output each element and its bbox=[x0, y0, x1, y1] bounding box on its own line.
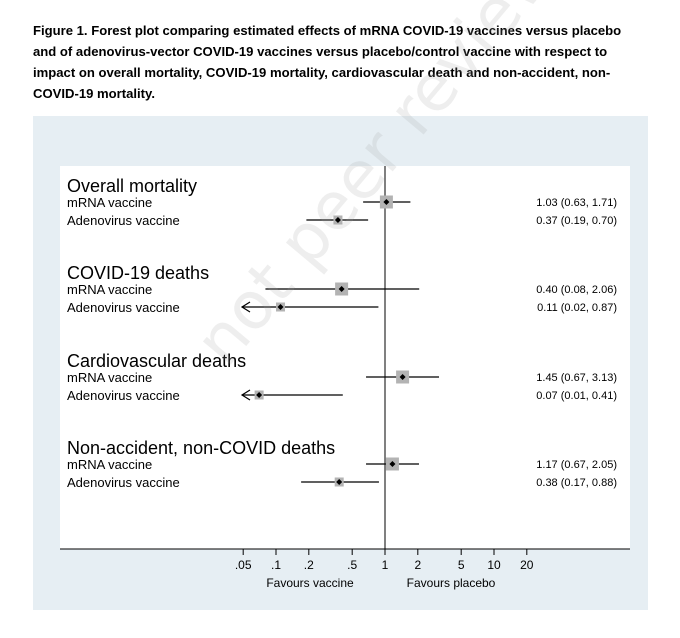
x-tick-label: 20 bbox=[520, 558, 534, 572]
plot-area bbox=[60, 166, 630, 549]
x-tick-label: .2 bbox=[304, 558, 314, 572]
estimate-point bbox=[334, 217, 341, 223]
row-label: Adenovirus vaccine bbox=[67, 388, 180, 403]
group-title: Cardiovascular deaths bbox=[67, 351, 246, 371]
row-label: Adenovirus vaccine bbox=[67, 300, 180, 315]
x-tick-label: 2 bbox=[414, 558, 421, 572]
ci-arrow bbox=[240, 301, 251, 313]
row-label: mRNA vaccine bbox=[67, 457, 152, 472]
x-tick-label: .5 bbox=[347, 558, 357, 572]
x-tick-label: 1 bbox=[382, 558, 389, 572]
estimate-point bbox=[277, 304, 284, 310]
x-tick-label: .05 bbox=[235, 558, 252, 572]
estimate-point bbox=[389, 461, 396, 467]
x-tick-label: 5 bbox=[458, 558, 465, 572]
x-label-favours-placebo: Favours placebo bbox=[407, 576, 496, 590]
ci-arrow bbox=[240, 389, 251, 401]
estimate-text: 1.45 (0.67, 3.13) bbox=[536, 372, 617, 384]
group-title: Non-accident, non-COVID deaths bbox=[67, 438, 335, 458]
estimate-text: 0.11 (0.02, 0.87) bbox=[537, 302, 617, 314]
group-title: COVID-19 deaths bbox=[67, 263, 209, 283]
estimate-point bbox=[338, 286, 345, 292]
row-label: Adenovirus vaccine bbox=[67, 475, 180, 490]
estimate-text: 1.17 (0.67, 2.05) bbox=[536, 459, 617, 471]
estimate-text: 0.38 (0.17, 0.88) bbox=[536, 477, 617, 489]
estimate-text: 0.37 (0.19, 0.70) bbox=[536, 215, 617, 227]
row-label: mRNA vaccine bbox=[67, 195, 152, 210]
estimate-text: 0.40 (0.08, 2.06) bbox=[536, 284, 617, 296]
estimate-point bbox=[256, 392, 263, 398]
x-label-favours-vaccine: Favours vaccine bbox=[266, 576, 354, 590]
estimate-point bbox=[383, 199, 390, 205]
x-tick-label: 10 bbox=[487, 558, 501, 572]
estimate-point bbox=[336, 479, 343, 485]
estimate-text: 1.03 (0.63, 1.71) bbox=[536, 197, 617, 209]
row-label: mRNA vaccine bbox=[67, 282, 152, 297]
group-title: Overall mortality bbox=[67, 176, 197, 196]
estimate-text: 0.07 (0.01, 0.41) bbox=[536, 390, 617, 402]
row-label: mRNA vaccine bbox=[67, 370, 152, 385]
x-tick-label: .1 bbox=[271, 558, 281, 572]
estimate-point bbox=[399, 374, 406, 380]
figure-caption: Figure 1. Forest plot comparing estimate… bbox=[33, 23, 622, 101]
row-label: Adenovirus vaccine bbox=[67, 213, 180, 228]
